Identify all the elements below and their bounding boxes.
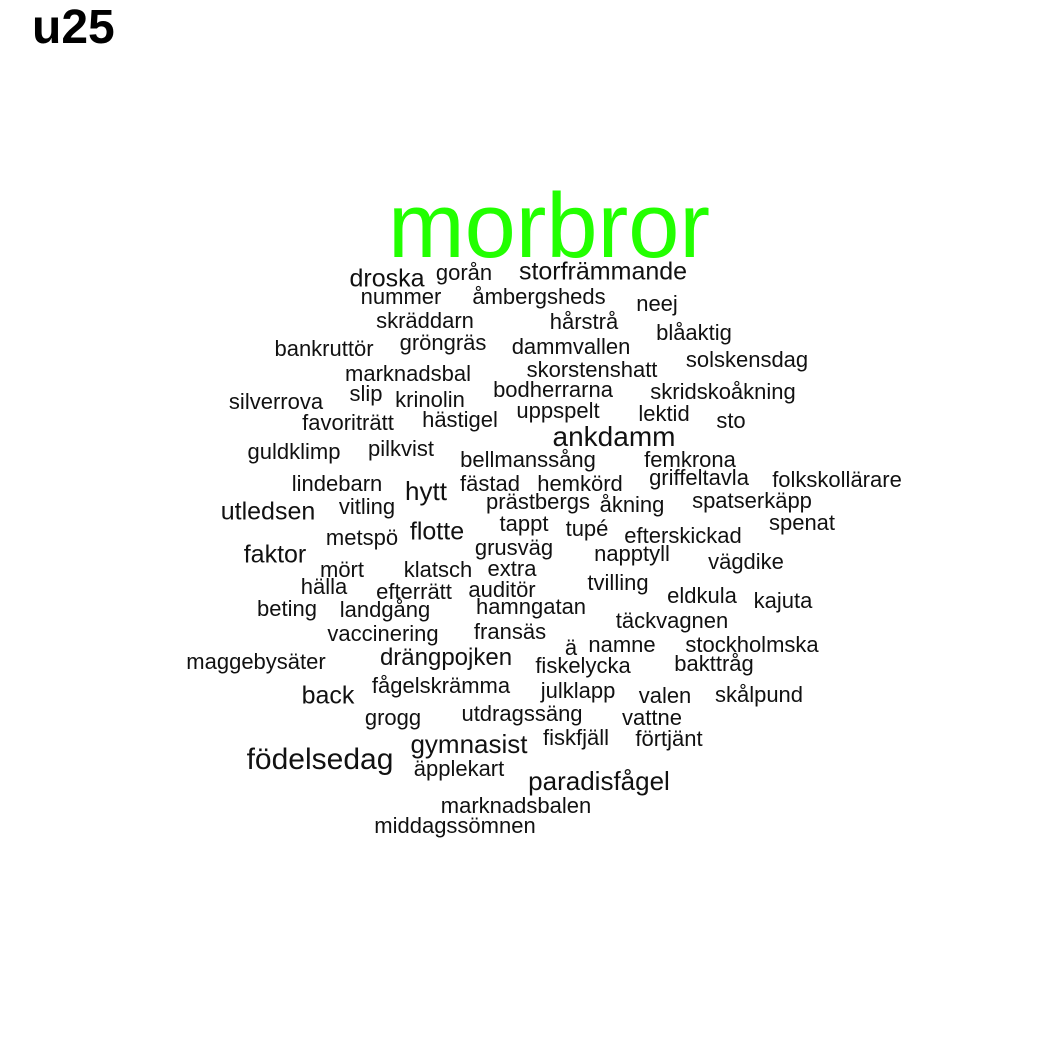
word-back: back xyxy=(301,681,355,710)
word-prastbergs: prästbergs xyxy=(486,489,590,514)
word-akning: åkning xyxy=(599,492,665,517)
word-mort: mört xyxy=(320,557,364,582)
word-solskensdag: solskensdag xyxy=(685,347,809,372)
word-kajuta: kajuta xyxy=(753,588,813,613)
word-beting: beting xyxy=(257,596,317,621)
word-bellmanssang: bellmanssång xyxy=(460,447,596,472)
word-marknadsbal: marknadsbal xyxy=(345,361,471,386)
word-hemkord: hemkörd xyxy=(537,471,623,496)
word-krinolin: krinolin xyxy=(395,387,465,412)
word-bodherrarna: bodherrarna xyxy=(493,377,613,402)
word-drangpojken: drängpojken xyxy=(379,644,513,671)
word-eldkula: eldkula xyxy=(667,583,737,608)
word-landgang: landgång xyxy=(339,597,431,622)
word-vaccinering: vaccinering xyxy=(327,621,439,646)
word-efterskickad: efterskickad xyxy=(624,523,742,548)
word-utdragssang: utdragssäng xyxy=(461,701,583,726)
word-maggebysater: maggebysäter xyxy=(186,649,326,674)
word-fastad: fästad xyxy=(460,471,520,496)
word-napptyll: napptyll xyxy=(594,541,670,566)
word-skridskoakning: skridskoåkning xyxy=(650,379,796,404)
word-fiskfjall: fiskfjäll xyxy=(542,725,610,750)
word-faktor: faktor xyxy=(243,540,307,569)
word-storframmande: storfrämmande xyxy=(518,257,688,286)
word-grongras: gröngräs xyxy=(399,330,487,355)
word-harstra: hårstrå xyxy=(549,309,619,334)
word-spatserkapp: spatserkäpp xyxy=(692,488,812,513)
word-namne: namne xyxy=(588,632,656,657)
word-neej: neej xyxy=(636,291,678,316)
word-goran: gorån xyxy=(435,260,493,285)
word-gymnasist: gymnasist xyxy=(410,729,528,759)
word-sto: sto xyxy=(716,408,746,433)
word-griffeltavla: griffeltavla xyxy=(649,465,749,490)
word-fransas: fransäs xyxy=(473,619,547,644)
plot-title: u25 xyxy=(32,1,115,54)
word-applekart: äpplekart xyxy=(413,756,505,781)
word-femkrona: femkrona xyxy=(644,447,736,472)
word-fiskelycka: fiskelycka xyxy=(535,653,631,678)
word-spenat: spenat xyxy=(768,510,836,535)
word-uppspelt: uppspelt xyxy=(516,398,600,423)
word-vagdike: vägdike xyxy=(708,549,784,574)
word-fodelsedag: födelsedag xyxy=(246,743,394,776)
word-extra: extra xyxy=(487,556,537,581)
word-hamngatan: hamngatan xyxy=(475,594,587,619)
word-guldklimp: guldklimp xyxy=(247,439,341,464)
word-favoritratt: favoriträtt xyxy=(302,410,394,435)
word-folkskollarare: folkskollärare xyxy=(772,467,902,492)
word-metspo: metspö xyxy=(325,525,399,550)
word-hytt: hytt xyxy=(405,476,447,506)
word-bankruttor: bankruttör xyxy=(274,336,374,361)
word-hastigel: hästigel xyxy=(422,407,498,432)
word-nummer: nummer xyxy=(360,284,442,309)
word-skalpund: skålpund xyxy=(714,682,804,707)
word-grusvag: grusväg xyxy=(474,535,554,560)
word-vitling: vitling xyxy=(338,494,396,519)
word-bakttrag: bakttråg xyxy=(674,651,754,676)
word-slip: slip xyxy=(349,381,383,406)
word-skorstenshatt: skorstenshatt xyxy=(526,357,658,382)
word-fortjant: förtjänt xyxy=(635,726,703,751)
word-droska: droska xyxy=(349,264,425,293)
word-klatsch: klatsch xyxy=(403,557,473,582)
word-grogg: grogg xyxy=(364,705,422,730)
word-julklapp: julklapp xyxy=(540,678,616,703)
word-dammvallen: dammvallen xyxy=(511,334,631,359)
word-halla: hälla xyxy=(300,574,348,599)
word-tvilling: tvilling xyxy=(587,570,649,595)
word-blaaktig: blåaktig xyxy=(656,320,732,345)
word-stockholmska: stockholmska xyxy=(685,632,819,657)
word-paradisfagel: paradisfågel xyxy=(528,766,670,796)
word-a: ä xyxy=(564,635,578,660)
word-skraddarn: skräddarn xyxy=(376,308,474,333)
word-tackvagnen: täckvagnen xyxy=(615,608,729,633)
word-lindebarn: lindebarn xyxy=(291,471,383,496)
word-auditor: auditör xyxy=(468,577,536,602)
word-vattne: vattne xyxy=(622,705,682,730)
word-middagssomnen: middagssömnen xyxy=(374,813,536,838)
word-flotte: flotte xyxy=(409,517,465,546)
word-pilkvist: pilkvist xyxy=(367,436,435,461)
word-lektid: lektid xyxy=(638,401,690,426)
word-utledsen: utledsen xyxy=(220,497,316,526)
word-morbror: morbror xyxy=(387,175,711,277)
word-silverrova: silverrova xyxy=(228,389,324,414)
word-fagelskramma: fågelskrämma xyxy=(371,673,511,698)
word-ambergsheds: åmbergsheds xyxy=(472,284,606,309)
word-efterratt: efterrätt xyxy=(376,579,452,604)
word-valen: valen xyxy=(638,683,692,708)
word-ankdamm: ankdamm xyxy=(552,421,676,452)
word-marknadsbalen: marknadsbalen xyxy=(440,793,592,818)
word-tappt: tappt xyxy=(499,511,549,536)
word-tupe: tupé xyxy=(565,516,609,541)
